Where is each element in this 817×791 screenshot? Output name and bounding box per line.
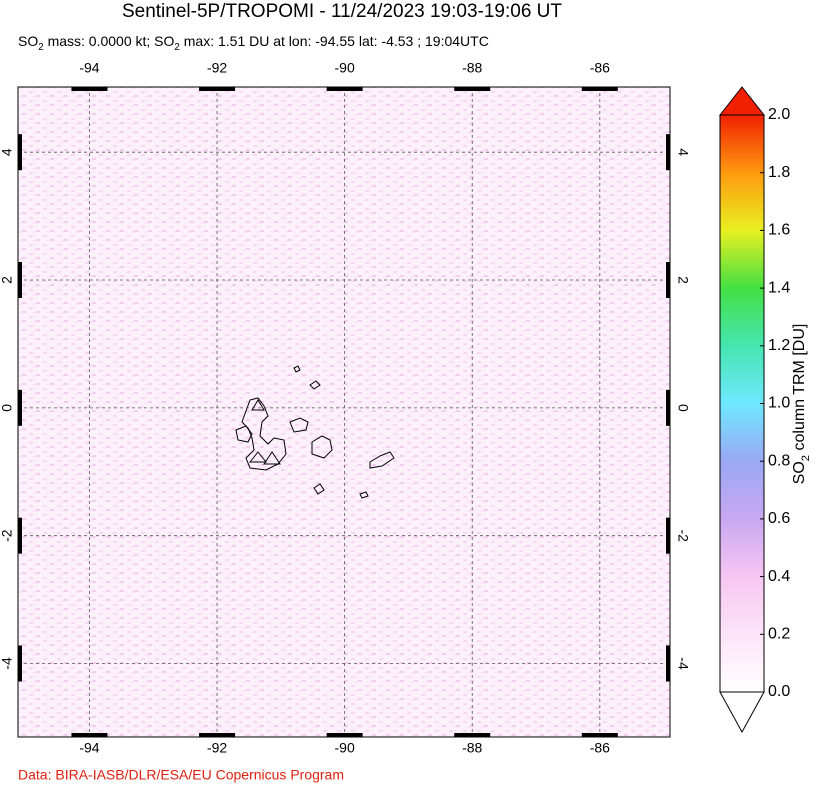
y-tick-label: 2 — [0, 276, 15, 284]
text-part: max: 1.51 DU at lon: -94.55 lat: -4.53 ;… — [180, 33, 489, 49]
colorbar — [719, 114, 765, 693]
colorbar-tick-label: 0.2 — [768, 626, 790, 643]
y-tick-label: 2 — [675, 276, 691, 284]
x-tick-label: -88 — [462, 60, 482, 76]
y-tick-label: 0 — [675, 404, 691, 412]
y-tick-label: 0 — [0, 404, 15, 412]
text-part: 2 — [174, 42, 179, 53]
y-tick-label: -4 — [0, 657, 15, 670]
colorbar-tick-label: 1.8 — [768, 164, 790, 181]
text-part: column TRM [DU] — [791, 324, 808, 455]
x-tick-label: -92 — [207, 740, 227, 756]
title: Sentinel-5P/TROPOMI - 11/24/2023 19:03-1… — [122, 1, 562, 22]
y-tick-label: -2 — [0, 529, 15, 542]
y-tick-label: 4 — [0, 148, 15, 156]
colorbar-label: SO2 column TRM [DU] — [791, 324, 812, 485]
colorbar-tick-label: 0.4 — [768, 568, 790, 585]
colorbar-tick-label: 1.6 — [768, 222, 790, 239]
text-part: 2 — [38, 42, 43, 53]
colorbar-tick-label: 2.0 — [768, 106, 790, 123]
text-part: mass: 0.0000 kt; SO — [44, 33, 175, 49]
colorbar-under — [719, 691, 765, 734]
x-tick-label: -90 — [335, 60, 355, 76]
y-tick-label: 4 — [675, 148, 691, 156]
x-tick-label: -86 — [590, 740, 610, 756]
y-tick-label: -2 — [675, 529, 691, 542]
colorbar-tick-label: 0.0 — [768, 683, 790, 700]
text-part: SO — [18, 33, 38, 49]
text-part: 2 — [800, 455, 812, 461]
map-background — [18, 87, 670, 737]
colorbar-over — [718, 86, 766, 116]
colorbar-tick-label: 1.4 — [768, 279, 790, 296]
colorbar-tick-label: 1.0 — [768, 395, 790, 412]
x-tick-label: -94 — [79, 740, 99, 756]
text-part: SO — [791, 461, 808, 484]
x-tick-label: -90 — [335, 740, 355, 756]
x-tick-label: -86 — [590, 60, 610, 76]
credit: Data: BIRA-IASB/DLR/ESA/EU Copernicus Pr… — [18, 767, 344, 783]
subtitle: SO2 mass: 0.0000 kt; SO2 max: 1.51 DU at… — [18, 33, 489, 53]
x-tick-label: -94 — [79, 60, 99, 76]
colorbar-tick-label: 0.8 — [768, 452, 790, 469]
y-tick-label: -4 — [675, 657, 691, 670]
x-tick-label: -88 — [462, 740, 482, 756]
coastlines — [235, 365, 395, 499]
x-tick-label: -92 — [207, 60, 227, 76]
colorbar-tick-label: 0.6 — [768, 510, 790, 527]
colorbar-tick-label: 1.2 — [768, 337, 790, 354]
